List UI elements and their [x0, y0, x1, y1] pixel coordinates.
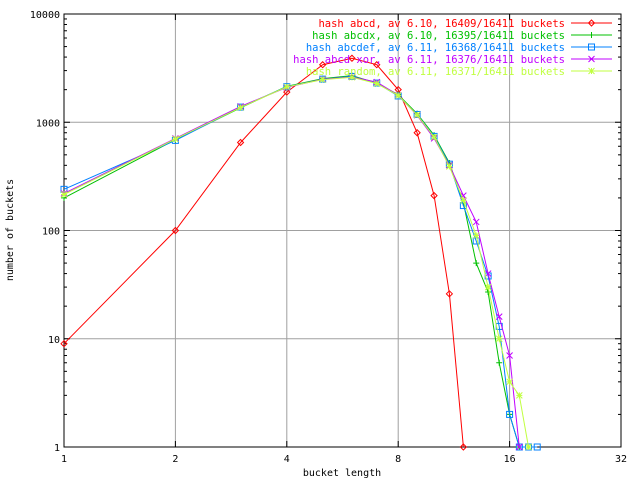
- data-point: [495, 335, 503, 343]
- x-tick-label: 1: [61, 454, 67, 465]
- series-5: [60, 73, 532, 451]
- data-point: [348, 54, 356, 62]
- y-axis-label: number of buckets: [5, 179, 16, 281]
- data-point: [472, 232, 480, 239]
- data-point: [473, 260, 480, 267]
- data-point: [430, 133, 438, 141]
- data-point: [319, 76, 327, 83]
- data-point: [172, 135, 179, 143]
- x-tick-label: 4: [284, 454, 290, 465]
- legend-marker: [588, 67, 595, 75]
- y-tick-label: 10000: [30, 10, 60, 21]
- data-point: [60, 191, 68, 198]
- legend-entry-label: hash random, av 6.11, 16371/16411 bucket…: [306, 66, 565, 78]
- data-point: [460, 196, 467, 204]
- data-point: [413, 129, 421, 137]
- data-point: [459, 443, 468, 451]
- y-tick-label: 1: [54, 443, 60, 454]
- x-tick-label: 16: [504, 454, 516, 465]
- legend-marker: [587, 19, 596, 27]
- y-tick-label: 100: [42, 227, 60, 238]
- x-axis-label: bucket length: [303, 468, 381, 479]
- data-point: [446, 163, 453, 170]
- x-tick-label: 32: [615, 454, 627, 465]
- data-point: [484, 283, 492, 291]
- series-line: [63, 76, 529, 448]
- data-point: [60, 339, 68, 348]
- legend-marker: [588, 55, 595, 63]
- data-point: [283, 83, 291, 91]
- series-layer: [60, 54, 541, 451]
- data-point: [515, 443, 523, 451]
- legend-marker: [588, 43, 595, 51]
- data-point: [533, 443, 541, 451]
- data-point: [506, 378, 513, 386]
- data-point: [413, 111, 421, 119]
- legend-entry-label: hash abcd, av 6.10, 16409/16411 buckets: [318, 18, 565, 30]
- legend-entry-label: hash abcdef, av 6.11, 16368/16411 bucket…: [306, 42, 565, 54]
- data-point: [348, 73, 356, 81]
- data-point: [506, 352, 513, 359]
- data-point: [236, 138, 245, 147]
- data-point: [515, 391, 523, 399]
- legend-entry-label: hash abcd xor, av 6.11, 16376/16411 buck…: [293, 54, 565, 66]
- data-point: [171, 226, 180, 235]
- legend-entry-label: hash abcdx, av 6.10, 16395/16411 buckets: [312, 30, 565, 42]
- data-point: [495, 313, 503, 321]
- data-point: [394, 92, 402, 99]
- y-tick-label: 10: [48, 335, 60, 346]
- data-point: [472, 218, 480, 226]
- data-point: [496, 359, 503, 366]
- data-point: [237, 104, 244, 111]
- data-point: [525, 443, 532, 451]
- series-line: [63, 57, 464, 448]
- data-point: [484, 270, 492, 277]
- y-tick-label: 1000: [36, 118, 60, 129]
- data-point: [373, 80, 381, 87]
- x-tick-label: 8: [395, 454, 401, 465]
- data-point: [283, 88, 291, 96]
- data-point: [430, 191, 438, 200]
- legend-marker: [588, 32, 595, 38]
- x-tick-label: 2: [172, 454, 178, 465]
- legend: hash abcd, av 6.10, 16409/16411 bucketsh…: [293, 18, 612, 78]
- data-point: [506, 410, 514, 418]
- data-point: [373, 61, 381, 69]
- data-point: [445, 290, 454, 298]
- data-point: [318, 61, 327, 69]
- axis-ticks: 1 2 4 8 16 32 1 10 100 1000 10000: [30, 10, 627, 465]
